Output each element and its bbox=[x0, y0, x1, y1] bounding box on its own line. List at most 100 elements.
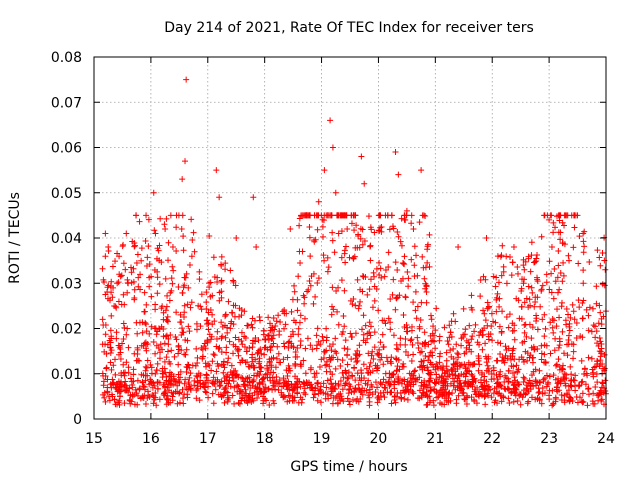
scatter-point bbox=[544, 212, 551, 219]
scatter-point bbox=[447, 347, 454, 354]
scatter-point bbox=[594, 379, 601, 386]
scatter-point bbox=[100, 322, 107, 328]
scatter-point bbox=[151, 382, 158, 389]
scatter-point bbox=[391, 385, 398, 392]
scatter-point bbox=[541, 342, 548, 349]
scatter-point bbox=[410, 351, 417, 358]
scatter-point bbox=[243, 348, 250, 355]
scatter-point bbox=[402, 348, 409, 355]
scatter-point bbox=[367, 359, 374, 366]
scatter-point bbox=[371, 297, 378, 304]
scatter-point bbox=[392, 399, 399, 406]
scatter-point bbox=[133, 390, 140, 397]
scatter-point bbox=[113, 401, 120, 408]
scatter-point bbox=[270, 340, 277, 347]
scatter-point bbox=[205, 326, 212, 333]
scatter-point bbox=[171, 353, 178, 360]
scatter-point bbox=[232, 302, 239, 309]
scatter-point bbox=[288, 308, 295, 315]
scatter-point bbox=[192, 362, 199, 369]
scatter-point bbox=[499, 308, 506, 315]
scatter-point bbox=[399, 259, 406, 266]
scatter-point bbox=[225, 355, 232, 362]
scatter-point bbox=[527, 382, 534, 389]
scatter-point bbox=[257, 346, 264, 353]
scatter-point bbox=[316, 387, 323, 394]
scatter-point bbox=[538, 400, 545, 407]
scatter-point bbox=[471, 398, 478, 405]
scatter-point bbox=[249, 315, 256, 322]
scatter-point bbox=[295, 399, 302, 406]
scatter-point bbox=[363, 365, 370, 372]
scatter-point bbox=[598, 397, 605, 404]
scatter-point bbox=[329, 284, 336, 291]
scatter-point bbox=[496, 323, 503, 330]
scatter-point bbox=[123, 359, 130, 366]
scatter-point bbox=[602, 377, 609, 384]
scatter-point bbox=[208, 333, 215, 340]
scatter-point bbox=[598, 315, 605, 322]
scatter-point bbox=[367, 276, 374, 283]
scatter-point bbox=[154, 274, 161, 281]
scatter-point bbox=[514, 397, 521, 404]
scatter-point bbox=[241, 308, 248, 315]
scatter-point bbox=[272, 386, 279, 393]
scatter-point bbox=[401, 261, 408, 268]
scatter-point bbox=[389, 223, 396, 230]
scatter-point bbox=[482, 401, 489, 408]
scatter-point bbox=[485, 303, 492, 310]
scatter-point bbox=[498, 398, 505, 405]
scatter-point bbox=[360, 312, 367, 319]
scatter-point bbox=[107, 349, 114, 356]
scatter-point bbox=[113, 304, 120, 311]
scatter-point bbox=[278, 383, 285, 390]
scatter-point bbox=[224, 389, 231, 396]
scatter-point bbox=[376, 227, 383, 234]
scatter-point bbox=[169, 263, 176, 270]
scatter-point bbox=[366, 386, 373, 393]
scatter-point bbox=[205, 394, 212, 401]
scatter-point bbox=[226, 374, 233, 381]
scatter-point bbox=[375, 351, 382, 358]
scatter-point bbox=[518, 303, 525, 310]
scatter-point bbox=[317, 386, 324, 393]
scatter-point bbox=[506, 253, 513, 260]
scatter-point bbox=[241, 397, 248, 404]
scatter-point bbox=[142, 401, 149, 408]
scatter-point bbox=[180, 284, 187, 291]
scatter-point bbox=[553, 383, 560, 390]
scatter-point bbox=[515, 381, 522, 388]
scatter-point bbox=[571, 212, 578, 219]
y-tick-label: 0.04 bbox=[51, 231, 82, 247]
scatter-point bbox=[215, 363, 222, 370]
scatter-point bbox=[404, 396, 411, 403]
scatter-point bbox=[376, 259, 383, 266]
scatter-point bbox=[444, 338, 451, 345]
scatter-point bbox=[528, 344, 535, 351]
scatter-point bbox=[488, 371, 495, 378]
scatter-point bbox=[432, 366, 439, 373]
scatter-point bbox=[373, 265, 380, 272]
scatter-point bbox=[109, 263, 116, 270]
scatter-point bbox=[134, 330, 141, 337]
scatter-point bbox=[426, 353, 433, 360]
scatter-point bbox=[523, 333, 530, 340]
scatter-point bbox=[499, 242, 506, 249]
scatter-point bbox=[159, 370, 166, 377]
scatter-point bbox=[273, 355, 280, 362]
scatter-point bbox=[513, 362, 520, 369]
scatter-point bbox=[291, 288, 298, 295]
scatter-point bbox=[341, 287, 348, 294]
scatter-point bbox=[385, 378, 392, 385]
scatter-point bbox=[359, 241, 366, 248]
scatter-point bbox=[306, 234, 313, 241]
scatter-point bbox=[193, 345, 200, 352]
scatter-point bbox=[344, 225, 351, 232]
scatter-point bbox=[506, 311, 513, 318]
scatter-point bbox=[152, 390, 159, 397]
scatter-point bbox=[310, 300, 317, 307]
scatter-point bbox=[272, 323, 279, 330]
scatter-point bbox=[213, 336, 220, 343]
scatter-point bbox=[105, 282, 112, 289]
scatter-point bbox=[137, 271, 144, 278]
